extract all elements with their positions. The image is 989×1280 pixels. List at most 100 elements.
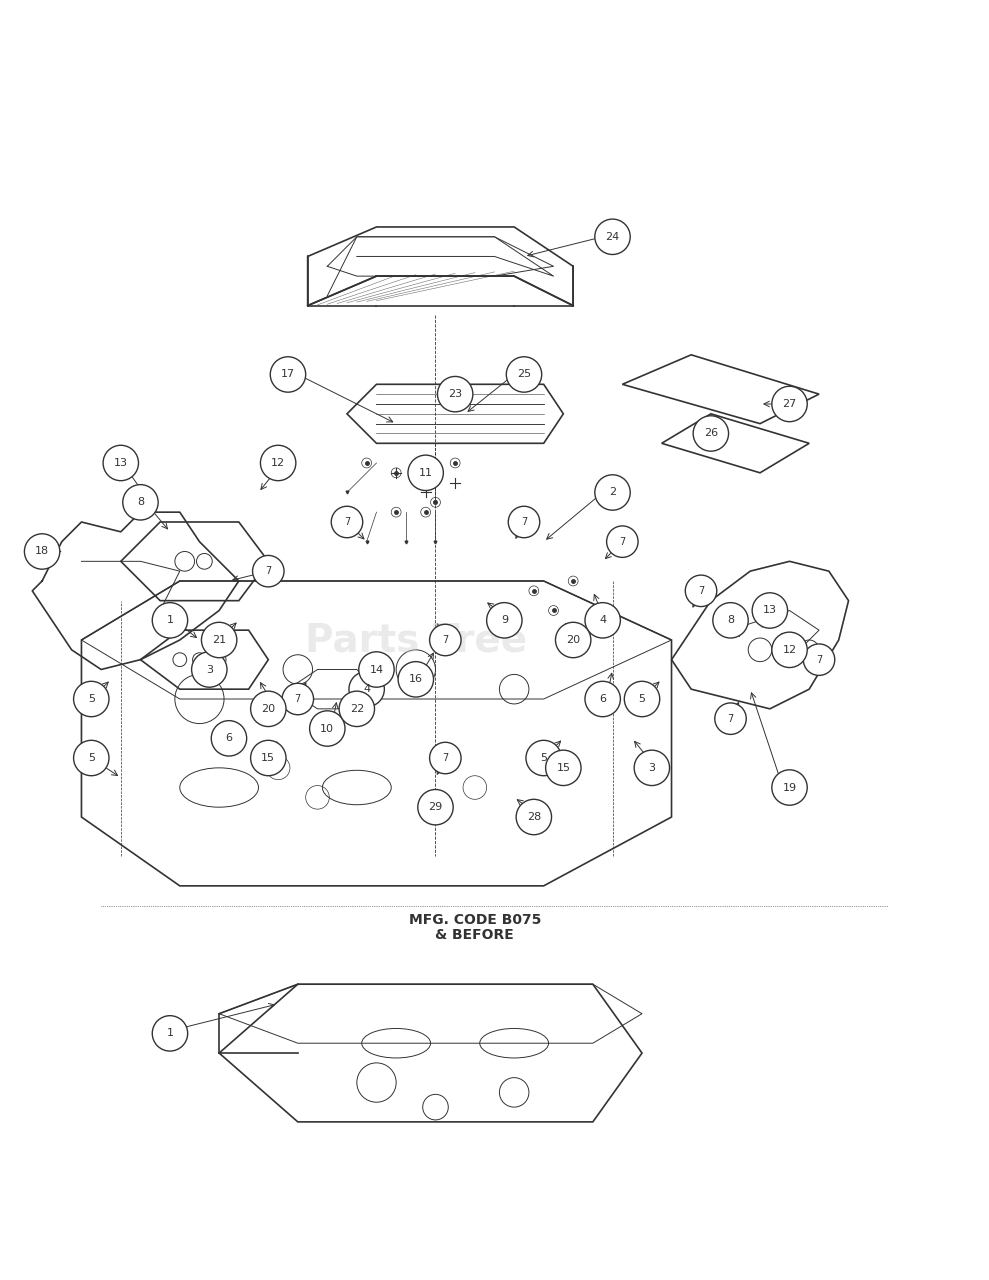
Text: 21: 21 — [212, 635, 226, 645]
Circle shape — [506, 357, 542, 392]
Circle shape — [152, 1015, 188, 1051]
Text: 25: 25 — [517, 370, 531, 379]
Text: 28: 28 — [527, 812, 541, 822]
Text: 1: 1 — [166, 616, 173, 626]
Circle shape — [429, 625, 461, 655]
Text: 24: 24 — [605, 232, 620, 242]
Text: 11: 11 — [418, 467, 432, 477]
Text: 5: 5 — [540, 753, 547, 763]
Text: 15: 15 — [557, 763, 571, 773]
Circle shape — [594, 219, 630, 255]
Circle shape — [437, 376, 473, 412]
Text: 6: 6 — [225, 733, 232, 744]
Circle shape — [715, 703, 747, 735]
Text: 5: 5 — [88, 753, 95, 763]
Circle shape — [771, 387, 807, 421]
Circle shape — [123, 485, 158, 520]
Text: 26: 26 — [704, 429, 718, 439]
Text: 19: 19 — [782, 782, 796, 792]
Circle shape — [546, 750, 582, 786]
Circle shape — [339, 691, 375, 727]
Text: 9: 9 — [500, 616, 508, 626]
Text: 1: 1 — [166, 1028, 173, 1038]
Text: 18: 18 — [35, 547, 49, 557]
Circle shape — [25, 534, 59, 570]
Circle shape — [634, 750, 670, 786]
Text: 3: 3 — [206, 664, 213, 675]
Circle shape — [753, 593, 787, 628]
Circle shape — [192, 652, 227, 687]
Circle shape — [417, 790, 453, 824]
Circle shape — [349, 672, 385, 707]
Circle shape — [152, 603, 188, 637]
Text: 6: 6 — [599, 694, 606, 704]
Text: 7: 7 — [442, 635, 448, 645]
Circle shape — [250, 691, 286, 727]
Circle shape — [624, 681, 660, 717]
Text: 7: 7 — [344, 517, 350, 527]
Circle shape — [556, 622, 590, 658]
Text: 17: 17 — [281, 370, 295, 379]
Text: 7: 7 — [698, 586, 704, 595]
Text: 7: 7 — [727, 714, 734, 723]
Text: 12: 12 — [271, 458, 285, 468]
Text: 15: 15 — [261, 753, 275, 763]
Circle shape — [212, 721, 246, 756]
Text: & BEFORE: & BEFORE — [435, 928, 514, 942]
Circle shape — [526, 740, 562, 776]
Circle shape — [202, 622, 236, 658]
Text: 20: 20 — [566, 635, 581, 645]
Circle shape — [584, 603, 620, 637]
Text: 7: 7 — [619, 536, 625, 547]
Text: 23: 23 — [448, 389, 462, 399]
Circle shape — [803, 644, 835, 676]
Text: MFG. CODE B075: MFG. CODE B075 — [408, 914, 541, 927]
Circle shape — [771, 632, 807, 668]
Circle shape — [429, 742, 461, 773]
Circle shape — [310, 710, 345, 746]
Text: 12: 12 — [782, 645, 796, 655]
Text: 8: 8 — [727, 616, 734, 626]
Text: 20: 20 — [261, 704, 275, 714]
Circle shape — [508, 507, 540, 538]
Circle shape — [516, 799, 552, 835]
Text: 4: 4 — [599, 616, 606, 626]
Circle shape — [260, 445, 296, 481]
Circle shape — [250, 740, 286, 776]
Circle shape — [331, 507, 363, 538]
Circle shape — [771, 769, 807, 805]
Text: 7: 7 — [816, 654, 822, 664]
Circle shape — [584, 681, 620, 717]
Text: 13: 13 — [114, 458, 128, 468]
Circle shape — [693, 416, 729, 451]
Text: Parts Tree: Parts Tree — [305, 621, 527, 659]
Circle shape — [487, 603, 522, 637]
Circle shape — [594, 475, 630, 511]
Text: 10: 10 — [320, 723, 334, 733]
Text: 5: 5 — [639, 694, 646, 704]
Circle shape — [685, 575, 717, 607]
Circle shape — [73, 740, 109, 776]
Text: 13: 13 — [763, 605, 777, 616]
Text: 29: 29 — [428, 803, 443, 813]
Text: 7: 7 — [265, 566, 271, 576]
Circle shape — [103, 445, 138, 481]
Text: 8: 8 — [136, 498, 144, 507]
Circle shape — [282, 684, 314, 714]
Text: 22: 22 — [350, 704, 364, 714]
Circle shape — [713, 603, 749, 637]
Text: 14: 14 — [370, 664, 384, 675]
Circle shape — [252, 556, 284, 588]
Text: 16: 16 — [408, 675, 423, 685]
Text: 2: 2 — [609, 488, 616, 498]
Circle shape — [399, 662, 433, 698]
Text: 3: 3 — [649, 763, 656, 773]
Circle shape — [270, 357, 306, 392]
Text: 7: 7 — [295, 694, 301, 704]
Text: 27: 27 — [782, 399, 797, 410]
Circle shape — [359, 652, 395, 687]
Text: 7: 7 — [521, 517, 527, 527]
Text: 7: 7 — [442, 753, 448, 763]
Text: 4: 4 — [363, 685, 370, 694]
Text: 5: 5 — [88, 694, 95, 704]
